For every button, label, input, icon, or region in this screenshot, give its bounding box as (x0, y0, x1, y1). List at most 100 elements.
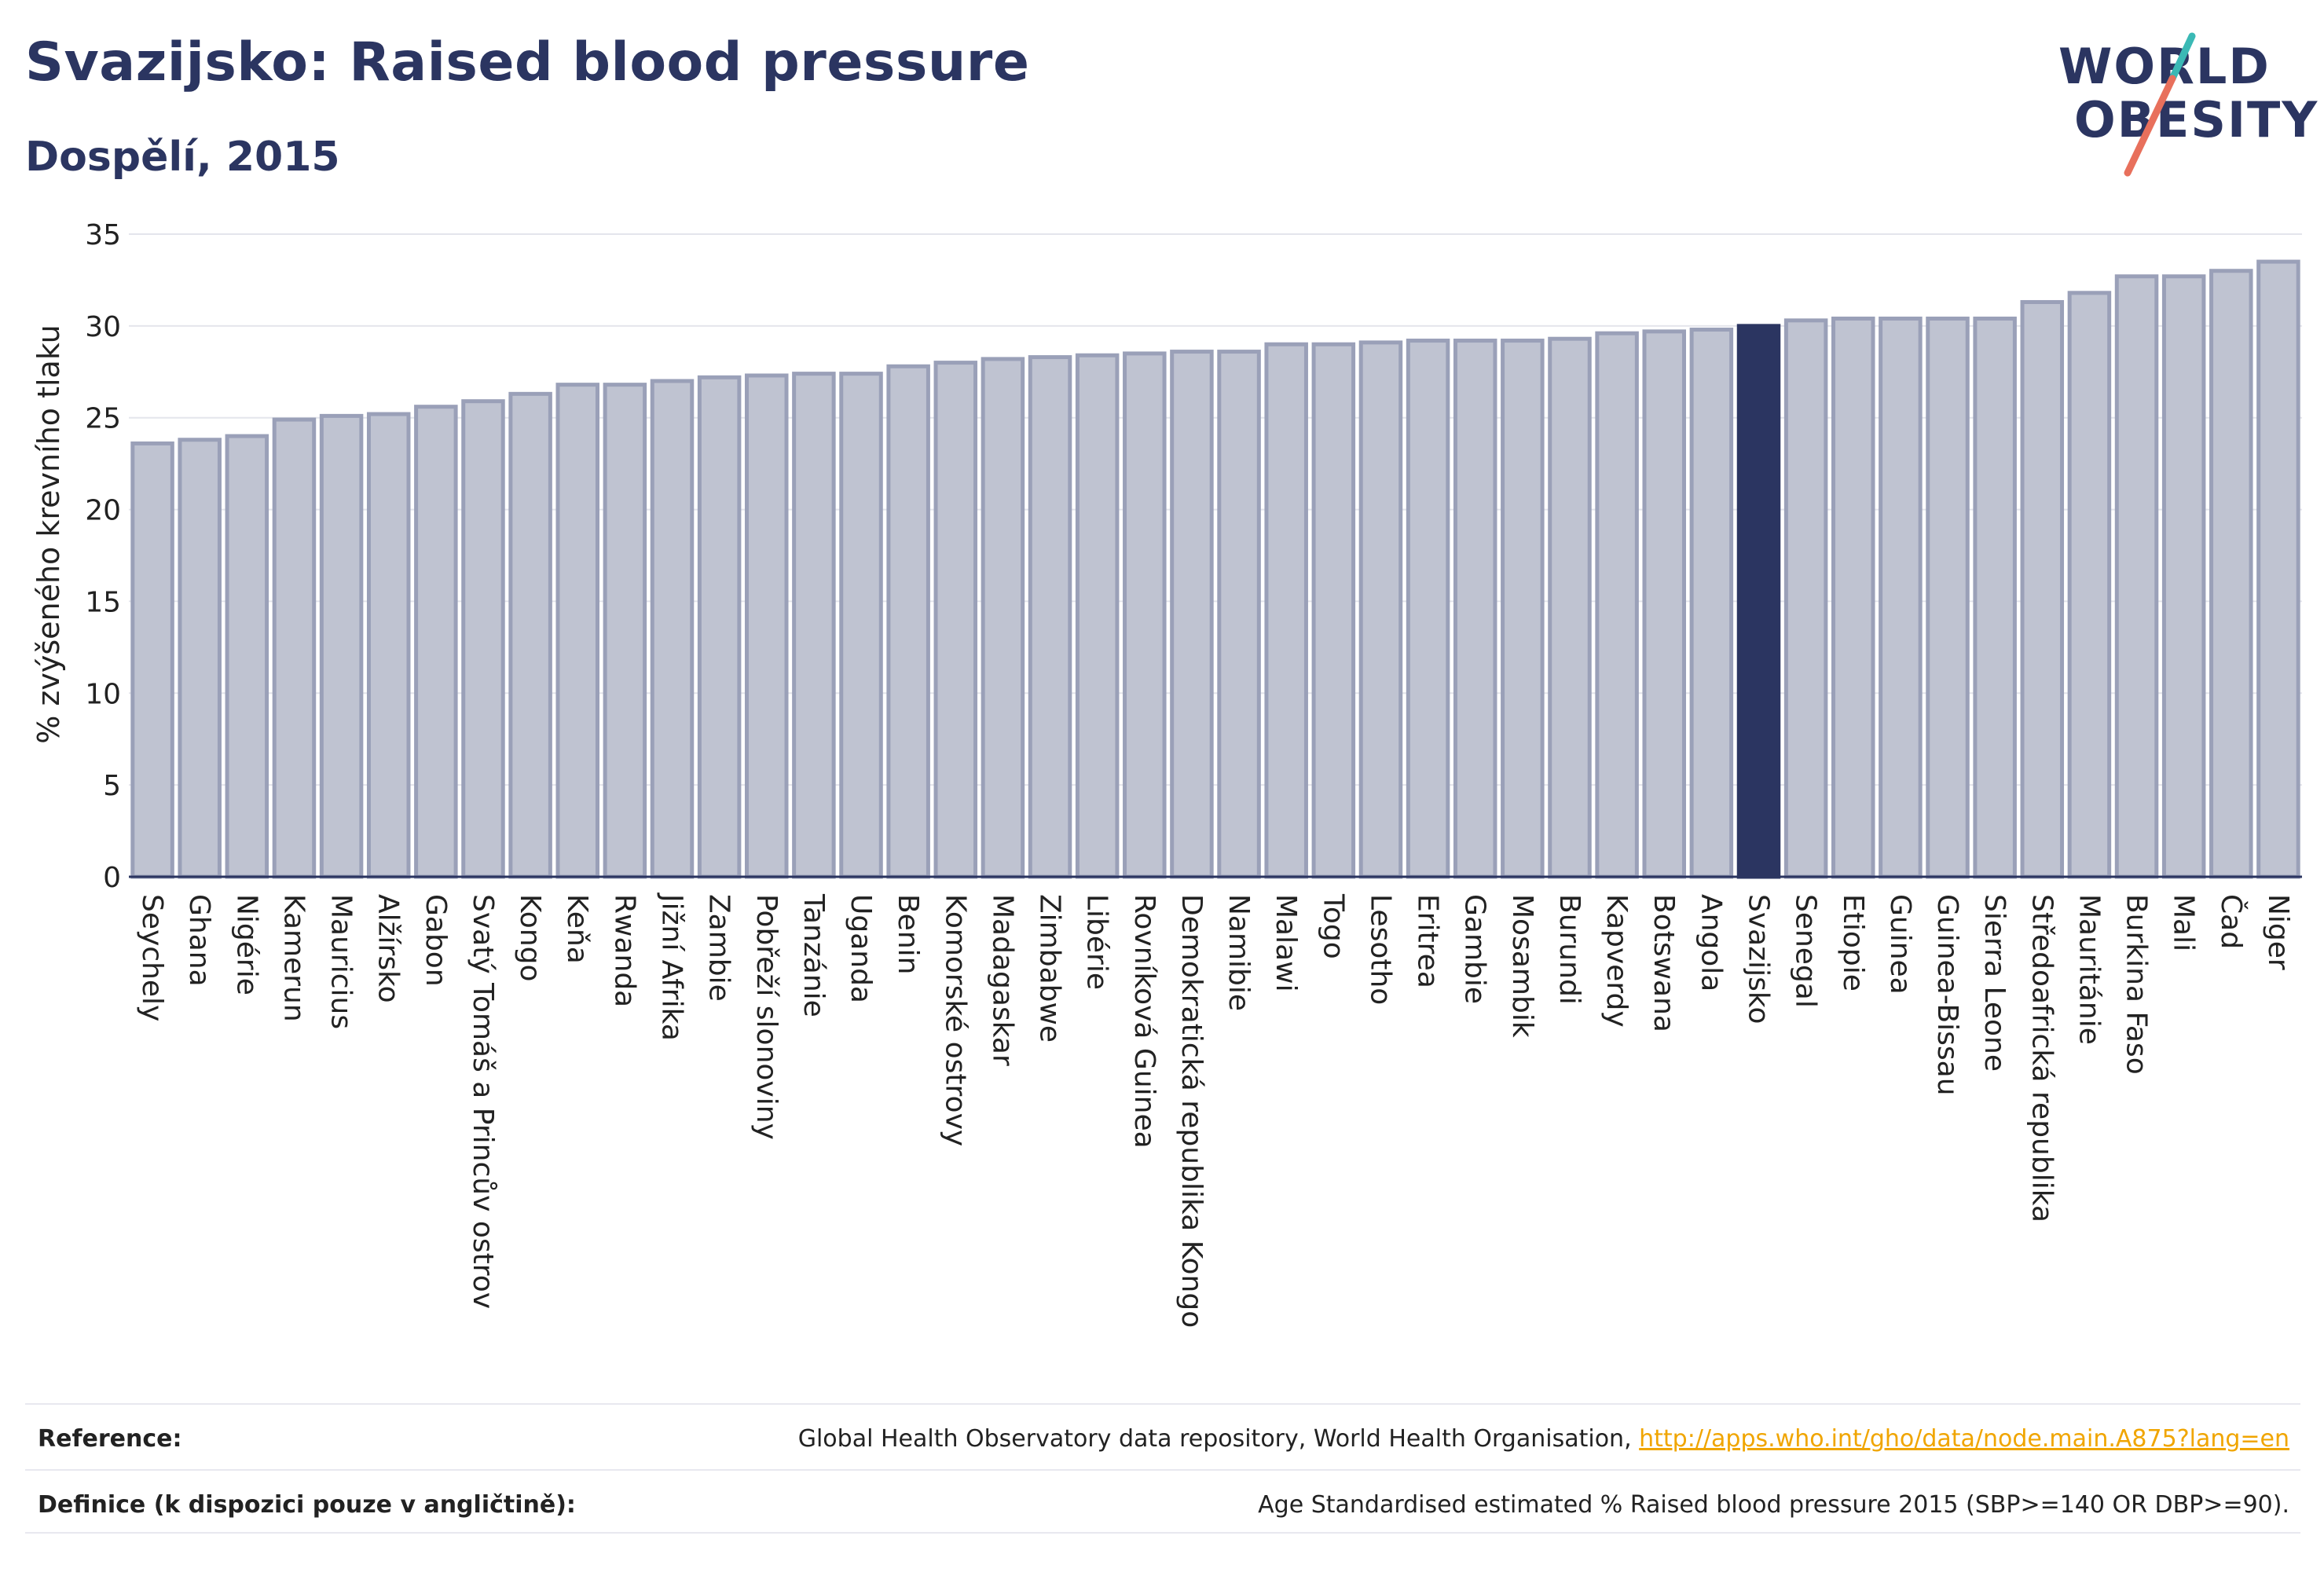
x-tick-label: Gambie (1459, 894, 1491, 1004)
x-tick-label: Libérie (1081, 894, 1113, 990)
x-tick-label: Botswana (1648, 894, 1680, 1032)
x-tick-label: Kapverdy (1600, 894, 1633, 1028)
bar-chart: 0 5 10 15 20 25 30 35 Seychely Ghana Nigérie Kameru… (85, 219, 2302, 1328)
bar[interactable] (2161, 274, 2206, 879)
x-tick-label: Malawi (1270, 894, 1302, 992)
bar[interactable] (555, 383, 599, 879)
x-tick-label: Tanzánie (797, 893, 830, 1017)
x-tick-label: Burundi (1553, 894, 1585, 1005)
bar[interactable] (1453, 339, 1497, 879)
bar[interactable] (1926, 317, 1970, 879)
y-tick-label: 25 (85, 403, 121, 435)
x-tick-label: Ghana (183, 894, 215, 987)
logo-line-1: WORLD (2058, 38, 2271, 95)
bar[interactable] (1783, 318, 1828, 879)
bar-highlight[interactable] (1736, 324, 1781, 879)
x-tick-label: Pobřeží slonoviny (750, 894, 783, 1140)
x-tick-label: Burkina Faso (2121, 894, 2153, 1075)
bar[interactable] (1406, 339, 1450, 879)
x-tick-label: Zambie (703, 894, 735, 1002)
bar[interactable] (2020, 299, 2065, 879)
x-tick-label: Uganda (845, 894, 877, 1003)
x-tick-label: Niger (2262, 894, 2294, 970)
world-obesity-logo: WORLD OBESITY (2043, 22, 2317, 177)
bar[interactable] (1075, 353, 1120, 879)
x-tick-label: Eritrea (1412, 894, 1444, 988)
bar[interactable] (1501, 339, 1545, 879)
bar[interactable] (933, 361, 978, 879)
bar[interactable] (603, 383, 647, 879)
x-tick-label: Jižní Afrika (656, 892, 688, 1041)
reference-link[interactable]: http://apps.who.int/gho/data/node.main.A… (1639, 1425, 2289, 1453)
x-tick-label: Rovníková Guinea (1128, 894, 1160, 1149)
bar[interactable] (886, 364, 930, 879)
bar[interactable] (1879, 317, 1923, 879)
bar[interactable] (2114, 274, 2159, 879)
bar[interactable] (414, 405, 458, 879)
bar[interactable] (319, 413, 364, 879)
bar[interactable] (2209, 269, 2253, 879)
y-tick-label: 10 (85, 678, 121, 710)
bar[interactable] (2256, 259, 2300, 879)
bar[interactable] (1358, 340, 1403, 879)
bar[interactable] (697, 375, 742, 879)
footer-divider-top (25, 1403, 2300, 1405)
bar[interactable] (461, 399, 505, 879)
x-tick-label: Guinea (1884, 894, 1916, 995)
bar[interactable] (1689, 328, 1734, 879)
x-tick-label: Zimbabwe (1034, 894, 1066, 1043)
bar[interactable] (366, 412, 411, 879)
bar[interactable] (1264, 342, 1308, 879)
y-tick-label: 20 (85, 495, 121, 527)
y-tick-label: 0 (103, 862, 121, 894)
definition-text: Age Standardised estimated % Raised bloo… (1258, 1491, 2289, 1519)
bar[interactable] (1123, 351, 1167, 879)
x-tick-label: Rwanda (608, 894, 640, 1007)
bar[interactable] (792, 372, 836, 879)
bar[interactable] (1548, 336, 1592, 879)
x-tick-label: Keňa (561, 894, 593, 964)
page-subtitle: Dospělí, 2015 (25, 134, 340, 181)
x-tick-label: Demokratická republika Kongo (1175, 894, 1208, 1328)
x-tick-label: Mosambik (1506, 894, 1538, 1038)
bar[interactable] (508, 391, 552, 879)
x-tick-label: Lesotho (1364, 894, 1396, 1005)
x-tick-label: Svazijsko (1743, 894, 1775, 1024)
bar[interactable] (1973, 317, 2017, 879)
x-tick-label: Senegal (1790, 894, 1822, 1008)
x-tick-label: Komorské ostrovy (939, 894, 971, 1146)
bar[interactable] (981, 357, 1025, 879)
x-tick-label: Angola (1695, 894, 1727, 991)
bar[interactable] (1595, 331, 1639, 879)
y-tick-label: 30 (85, 311, 121, 343)
bar[interactable] (650, 379, 695, 879)
bar[interactable] (272, 417, 317, 879)
bar[interactable] (2067, 291, 2112, 879)
bar[interactable] (1217, 350, 1261, 879)
x-tick-label: Guinea-Bissau (1931, 894, 1963, 1096)
page-title: Svazijsko: Raised blood pressure (25, 31, 1030, 93)
bar[interactable] (1170, 350, 1214, 879)
logo-line-2: OBESITY (2074, 91, 2319, 148)
bar[interactable] (745, 373, 789, 879)
footer-divider-middle (25, 1469, 2300, 1471)
x-tick-label: Alžírsko (372, 894, 405, 1003)
bar[interactable] (1642, 329, 1686, 879)
x-tick-label: Sierra Leone (1978, 894, 2011, 1072)
bar[interactable] (178, 438, 222, 879)
y-tick-label: 15 (85, 586, 121, 618)
bar[interactable] (1831, 317, 1875, 879)
bar[interactable] (839, 372, 883, 879)
x-tick-label: Nigérie (230, 894, 262, 995)
x-tick-label: Mauritánie (2073, 894, 2105, 1045)
logo-slash-icon (2124, 32, 2196, 177)
x-tick-label: Středoafrická republika (2025, 894, 2058, 1222)
footer-divider-bottom (25, 1532, 2300, 1534)
bar[interactable] (1028, 355, 1072, 879)
bar[interactable] (1311, 342, 1356, 879)
bar[interactable] (225, 434, 269, 879)
bar[interactable] (130, 441, 174, 879)
y-tick-label: 35 (85, 219, 121, 251)
y-tick-label: 5 (103, 770, 121, 802)
y-axis-label: % zvýšeného krevního tlaku (31, 324, 66, 744)
